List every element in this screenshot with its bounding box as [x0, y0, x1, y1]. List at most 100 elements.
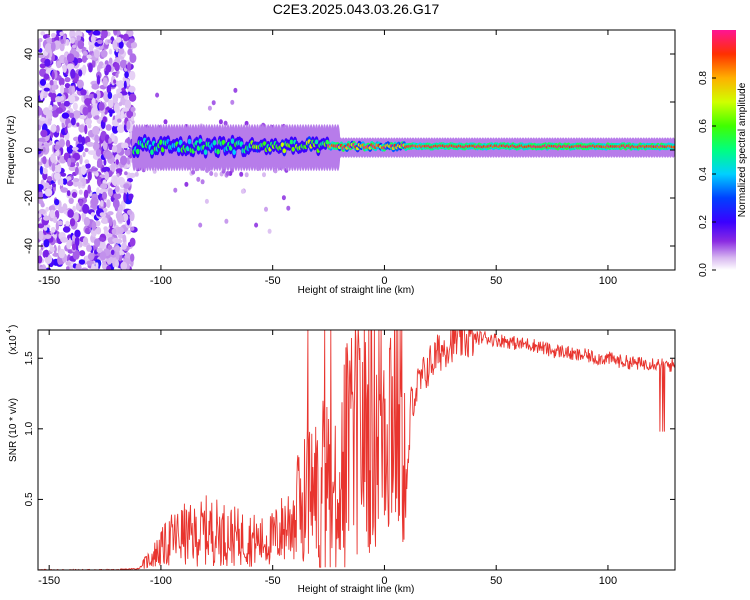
heatmap-cell [129, 237, 136, 247]
heatmap-cell [67, 94, 76, 104]
heatmap-cell [83, 216, 90, 227]
heatmap-cell [59, 177, 64, 187]
heatmap-cell [39, 63, 46, 69]
heatmap-cell [86, 54, 92, 59]
heatmap-cell [117, 118, 122, 123]
heatmap-cell [66, 190, 71, 197]
heatmap-cell [38, 161, 43, 166]
heatmap-cell [134, 171, 139, 177]
heatmap-cell [204, 198, 209, 204]
heatmap-cell [267, 228, 272, 234]
heatmap-cell [75, 263, 82, 270]
heatmap-cell [225, 171, 230, 176]
heatmap-cell [95, 226, 102, 235]
heatmap-cell [113, 79, 117, 84]
heatmap-cell [82, 106, 89, 116]
heatmap-cell [79, 250, 86, 257]
heatmap-cell [173, 187, 178, 193]
heatmap-cell [93, 49, 100, 59]
heatmap-cell [120, 261, 128, 270]
heatmap-cell [106, 85, 112, 94]
heatmap-cell [118, 41, 124, 49]
heatmap-cell [127, 48, 133, 56]
heatmap-cell [67, 209, 74, 218]
heatmap-cell [130, 253, 135, 262]
heatmap-cell [90, 197, 99, 206]
heatmap-x-ticks: -150 -100 -50 0 50 100 [38, 30, 617, 287]
heatmap-cell [91, 83, 100, 90]
heatmap-cell [80, 165, 87, 176]
heatmap-cell [76, 122, 80, 127]
heatmap-cell [97, 39, 103, 44]
heatmap-cell [49, 209, 56, 219]
heatmap-cell [62, 178, 68, 185]
heatmap-cell [120, 155, 128, 166]
heatmap-y-tick-label: -20 [23, 190, 35, 206]
heatmap-cell [198, 222, 203, 228]
heatmap-cell [104, 171, 110, 181]
heatmap-cell [82, 54, 87, 63]
snr-x-tick-label: -100 [150, 575, 172, 587]
heatmap-cell [102, 77, 109, 87]
heatmap-cell [55, 125, 60, 133]
heatmap-cell [98, 239, 106, 250]
colorbar-tick-label: 0.6 [698, 119, 709, 133]
heatmap-cell [282, 148, 287, 154]
heatmap-cell [114, 62, 120, 72]
heatmap-cell [122, 142, 129, 149]
heatmap-cell [106, 265, 112, 270]
heatmap-cell [40, 202, 45, 208]
heatmap-cell [66, 63, 75, 70]
heatmap-cell [128, 38, 135, 43]
heatmap-cell [55, 107, 64, 114]
heatmap-cell [38, 213, 42, 218]
heatmap-cell [51, 32, 56, 38]
heatmap-cell [120, 109, 125, 120]
heatmap-cell [70, 37, 75, 44]
heatmap-layer [38, 30, 675, 270]
heatmap-x-tick-label: 50 [490, 275, 502, 287]
heatmap-cell [82, 203, 90, 214]
heatmap-cell [115, 250, 120, 260]
heatmap-cell [52, 252, 60, 257]
heatmap-cell [130, 116, 135, 122]
heatmap-cell [60, 172, 67, 177]
heatmap-cell [108, 48, 113, 55]
heatmap-cell [78, 259, 86, 265]
heatmap-cell [105, 64, 112, 73]
heatmap-cell [123, 192, 127, 203]
heatmap-cell [84, 124, 88, 135]
heatmap-cell [672, 145, 675, 149]
heatmap-cell [232, 149, 236, 155]
heatmap-cell [126, 109, 134, 119]
heatmap-cell [94, 134, 100, 144]
heatmap-cell [291, 146, 296, 152]
heatmap-x-tick-label: -100 [150, 275, 172, 287]
heatmap-cell [45, 69, 51, 75]
heatmap-x-tick-label: 0 [381, 275, 387, 287]
heatmap-cell [69, 112, 75, 119]
heatmap-cell [38, 208, 46, 215]
heatmap-cell [78, 69, 83, 77]
heatmap-cell [115, 186, 120, 193]
snr-x-tick-label: -50 [265, 575, 281, 587]
heatmap-cell [43, 215, 50, 221]
heatmap-cell [109, 111, 113, 117]
heatmap-cell [86, 244, 92, 252]
heatmap-cell [39, 165, 44, 175]
snr-x-tick-label: -150 [38, 575, 60, 587]
heatmap-cell [107, 188, 113, 197]
heatmap-cell [96, 158, 103, 168]
heatmap-cell [76, 79, 84, 89]
snr-multiplier-base: (x10 [8, 335, 19, 355]
heatmap-cell [44, 42, 53, 53]
heatmap-cell [86, 141, 94, 147]
heatmap-cell [99, 200, 104, 207]
heatmap-cell [47, 110, 53, 120]
heatmap-cell [98, 102, 105, 111]
heatmap-cell [111, 228, 117, 235]
heatmap-cell [239, 171, 244, 177]
heatmap-cell [107, 236, 116, 245]
heatmap-cell [75, 166, 79, 175]
heatmap-cell [60, 84, 65, 95]
